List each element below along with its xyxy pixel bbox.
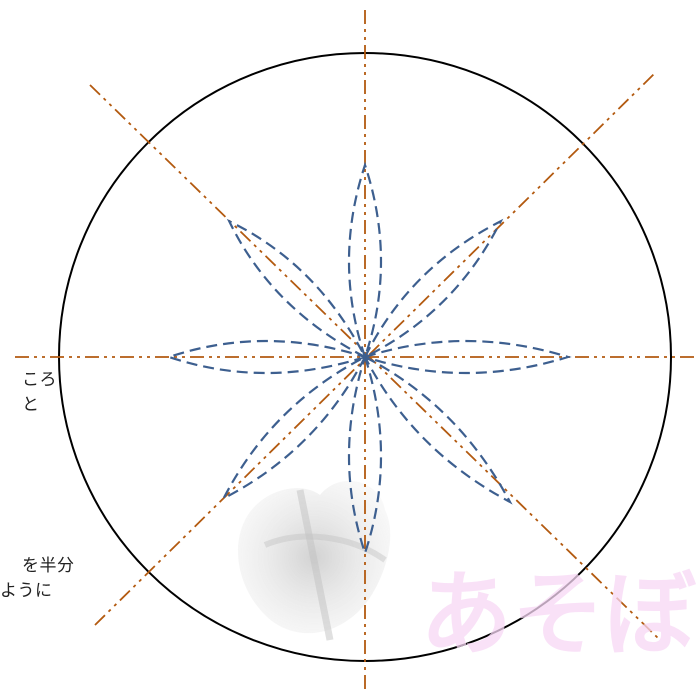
petal-upper-left (226, 218, 368, 360)
guide-line-diagonal-down (89, 84, 661, 641)
petal-lower-right (362, 354, 513, 505)
instruction-note-lower: を半分 ように (0, 554, 75, 604)
guide-line-diagonal-up (94, 72, 656, 626)
instruction-note-upper: ころ と (0, 368, 57, 418)
petal-upper-right (362, 218, 504, 360)
petal-right (361, 339, 572, 375)
petal-up (347, 161, 383, 361)
petals (165, 161, 572, 557)
instruction-line: と (22, 395, 40, 415)
guide-lines (15, 10, 697, 692)
instruction-line: ように (0, 581, 53, 601)
watermark-logo (237, 480, 391, 641)
instruction-line: ころ (22, 370, 57, 390)
watermark-text: あそぼ (420, 561, 697, 668)
instruction-line: を半分 (22, 556, 75, 576)
petal-lower-left (221, 354, 368, 501)
